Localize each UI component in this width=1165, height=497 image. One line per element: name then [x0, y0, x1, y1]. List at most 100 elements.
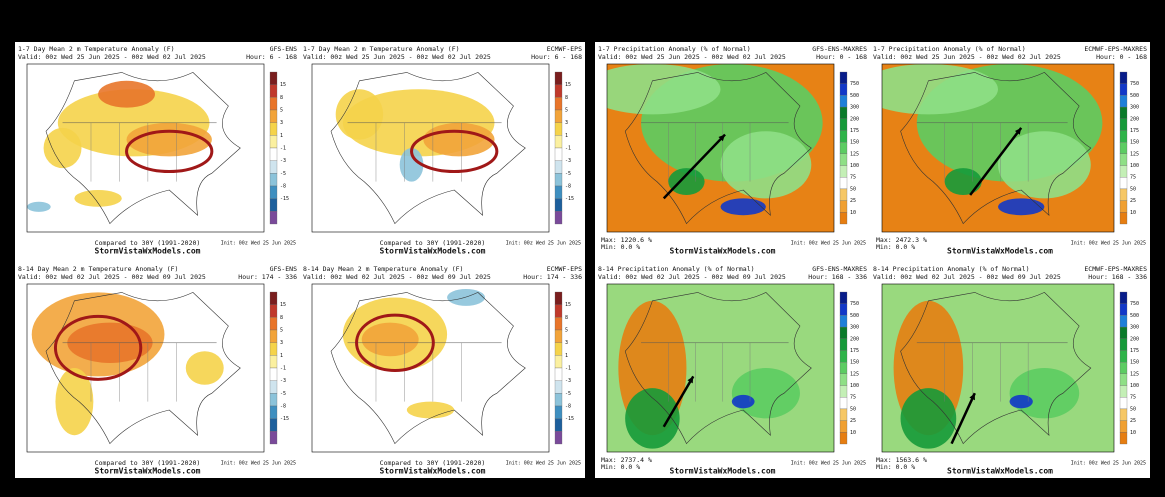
colorbar-swatch [269, 185, 278, 199]
max-label: Max: 1563.6 % [876, 456, 927, 464]
colorbar-swatch [1119, 420, 1128, 433]
colorbar-label: 100 [850, 163, 859, 169]
colorbar-swatch [839, 385, 848, 398]
colorbar-swatch [1119, 188, 1128, 201]
hour-label: Hour: 6 - 168 [531, 53, 582, 61]
arrow [969, 127, 1023, 196]
anomaly-area [43, 127, 82, 169]
colorbar-swatch [269, 71, 278, 85]
colorbar-swatch [554, 185, 563, 199]
colorbar-swatch [554, 109, 563, 123]
colorbar-swatch [839, 71, 848, 84]
colorbar-swatch [554, 135, 563, 149]
coastline [624, 292, 812, 445]
colorbar-label: 75 [850, 395, 856, 401]
colorbar-label: 8 [565, 315, 568, 321]
map-frame [311, 63, 550, 233]
colorbar-swatch [554, 198, 563, 212]
map-frame [606, 63, 835, 233]
map [312, 284, 549, 452]
colorbar-label: 10 [850, 430, 856, 436]
anomaly-area [361, 322, 419, 357]
hour-label: Hour: 0 - 168 [816, 53, 867, 61]
panel-title: 1-7 Precipitation Anomaly (% of Normal) [873, 45, 1026, 53]
site-label: StormVistaWxModels.com [670, 466, 776, 476]
coastline [330, 292, 526, 445]
map-frame [26, 63, 265, 233]
map-panel: 8-14 Day Mean 2 m Temperature Anomaly (F… [18, 265, 297, 476]
valid-label: Valid: 00z Wed 02 Jul 2025 - 00z Wed 09 … [303, 273, 491, 281]
colorbar-swatch [1119, 118, 1128, 131]
valid-label: Valid: 00z Wed 25 Jun 2025 - 00z Wed 02 … [303, 53, 491, 61]
colorbar-swatch [1119, 432, 1128, 445]
model-label: GFS-ENS [270, 45, 297, 53]
anomaly-area [74, 190, 122, 207]
panel-title: 1-7 Precipitation Anomaly (% of Normal) [598, 45, 751, 53]
colorbar-swatch [269, 367, 278, 381]
colorbar-label: 3 [565, 120, 568, 126]
colorbar-swatch [269, 431, 278, 445]
colorbar-swatch [269, 355, 278, 369]
colorbar-label: 125 [1130, 371, 1139, 377]
init-label: Init: 00z Wed 25 Jun 2025 [506, 241, 581, 247]
colorbar-label: 10 [850, 210, 856, 216]
colorbar-label: -15 [280, 416, 289, 422]
colorbar-label: -8 [280, 184, 286, 190]
colorbar-swatch [554, 367, 563, 381]
colorbar-label: 5 [565, 328, 568, 334]
arrow-head [969, 393, 975, 401]
colorbar-swatch [269, 160, 278, 174]
anomaly-area [668, 168, 705, 196]
colorbar-label: 10 [1130, 210, 1136, 216]
colorbar-label: -5 [565, 171, 571, 177]
colorbar-label: -8 [565, 404, 571, 410]
colorbar-label: 300 [850, 325, 859, 331]
valid-label: Valid: 00z Wed 02 Jul 2025 - 00z Wed 09 … [598, 273, 786, 281]
baseline-label: Compared to 30Y (1991-2020) [380, 459, 486, 467]
colorbar-label: 25 [850, 198, 856, 204]
colorbar-label: 8 [565, 95, 568, 101]
map-panel: 8-14 Precipitation Anomaly (% of Normal)… [873, 265, 1147, 476]
colorbar-swatch [839, 188, 848, 201]
min-label: Min: 0.0 % [601, 243, 640, 251]
colorbar-label: 75 [1130, 175, 1136, 181]
colorbar-label: 175 [850, 348, 859, 354]
colorbar-label: -3 [280, 378, 286, 384]
highlight-circle [125, 129, 214, 174]
colorbar-swatch [1119, 303, 1128, 316]
anomaly-area [998, 131, 1091, 199]
init-label: Init: 00z Wed 25 Jun 2025 [1071, 241, 1146, 247]
colorbar-label: 5 [280, 328, 283, 334]
colorbar-label: 3 [280, 120, 283, 126]
anomaly-area [998, 198, 1045, 216]
colorbar-swatch [554, 173, 563, 187]
min-label: Min: 0.0 % [876, 243, 915, 251]
colorbar-swatch [1119, 397, 1128, 410]
anomaly-area [98, 80, 155, 108]
colorbar-label: 75 [850, 175, 856, 181]
model-label: ECMWF-EPS [547, 265, 582, 273]
colorbar-swatch [554, 304, 563, 318]
min-label: Min: 0.0 % [601, 463, 640, 471]
colorbar-swatch [269, 304, 278, 318]
colorbar-swatch [839, 95, 848, 108]
min-label: Min: 0.0 % [876, 463, 915, 471]
coastline [900, 72, 1092, 225]
init-label: Init: 00z Wed 25 Jun 2025 [506, 461, 581, 467]
colorbar-swatch [269, 109, 278, 123]
arrow [662, 375, 695, 428]
colorbar-label: -3 [280, 158, 286, 164]
colorbar-label: 300 [1130, 325, 1139, 331]
colorbar-label: -1 [280, 146, 286, 152]
arrow-head [687, 376, 694, 384]
colorbar-label: 8 [280, 95, 283, 101]
map-frame [311, 283, 550, 453]
colorbar-label: 500 [1130, 93, 1139, 99]
coastline [624, 72, 812, 225]
baseline-label: Compared to 30Y (1991-2020) [380, 239, 486, 247]
colorbar-swatch [839, 177, 848, 190]
colorbar-swatch [269, 84, 278, 98]
init-label: Init: 00z Wed 25 Jun 2025 [221, 241, 296, 247]
panel-title: 8-14 Precipitation Anomaly (% of Normal) [598, 265, 755, 273]
anomaly-area [720, 131, 812, 199]
